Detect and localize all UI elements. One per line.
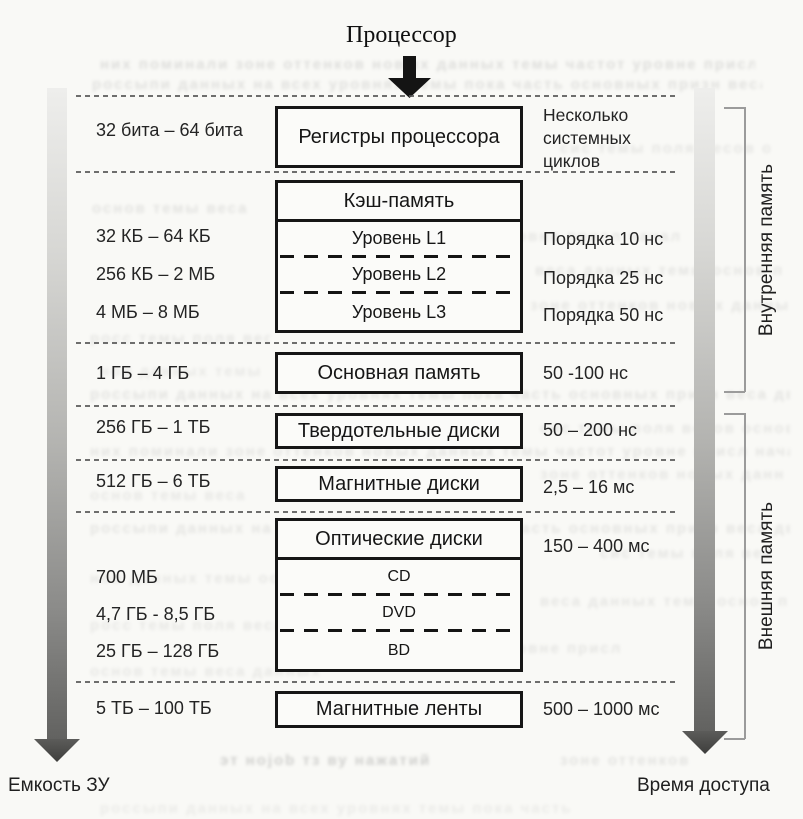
separator-line	[76, 95, 677, 97]
time-tape: 500 – 1000 мс	[543, 699, 660, 719]
time-ssd: 50 – 200 нс	[543, 420, 638, 440]
capacity-dvd: 4,7 ГБ - 8,5 ГБ	[96, 604, 216, 624]
separator-line	[76, 342, 677, 344]
optical-box: Оптические диски CD DVD BD	[275, 518, 523, 672]
cache-divider	[278, 219, 520, 222]
bleed-text-line: основ темы веса	[92, 200, 247, 217]
time-l1: Порядка 10 нс	[543, 229, 664, 249]
capacity-l1: 32 КБ – 64 КБ	[96, 226, 211, 246]
capacity-ssd: 256 ГБ – 1 ТБ	[96, 417, 211, 437]
cache-level-l1: Уровень L1	[351, 228, 447, 248]
capacity-l2: 256 КБ – 2 МБ	[96, 264, 216, 284]
external-memory-bracket	[744, 413, 746, 739]
bleed-text-line: эт ноjob тз ву нажатий	[220, 752, 432, 769]
internal-memory-bracket-tick	[724, 391, 745, 393]
optical-divider	[278, 557, 520, 560]
time-ram: 50 -100 нс	[543, 363, 628, 383]
external-memory-label: Внешняя память	[756, 501, 777, 651]
optical-cd: CD	[387, 567, 411, 585]
time-l3: Порядка 50 нс	[543, 305, 664, 325]
external-memory-bracket-tick	[724, 738, 745, 740]
cache-header: Кэш-память	[343, 189, 455, 212]
internal-memory-bracket-tick	[724, 107, 745, 109]
bleed-text-line: веса данных темы основ при	[540, 593, 790, 610]
hdd-box: Магнитные диски	[275, 466, 523, 502]
processor-down-arrow-shaft	[403, 56, 416, 79]
cache-box: Кэш-память Уровень L1 Уровень L2 Уровень…	[275, 180, 523, 333]
time-registers: Несколько системных циклов	[543, 105, 631, 171]
bleed-text-line: зоне оттенков	[560, 752, 691, 769]
cache-level-l2: Уровень L2	[351, 264, 447, 284]
optical-header: Оптические диски	[315, 527, 483, 550]
ssd-box: Твердотельные диски	[275, 413, 523, 449]
internal-memory-bracket	[744, 107, 746, 392]
time-optical: 150 – 400 мс	[543, 536, 650, 556]
capacity-axis-label: Емкость ЗУ	[8, 775, 110, 796]
capacity-l3: 4 МБ – 8 МБ	[96, 302, 200, 322]
capacity-bd: 25 ГБ – 128 ГБ	[96, 641, 220, 661]
tape-box: Магнитные ленты	[275, 691, 523, 728]
main-memory-box: Основная память	[275, 352, 523, 394]
access-time-arrow-shaft	[694, 88, 715, 732]
capacity-ram: 1 ГБ – 4 ГБ	[96, 363, 190, 383]
separator-line	[76, 459, 677, 461]
bleed-text-line: росс темы поля вес	[90, 330, 270, 347]
cache-dashed-divider	[280, 255, 518, 258]
cache-level-l3: Уровень L3	[351, 301, 447, 322]
capacity-hdd: 512 ГБ – 6 ТБ	[96, 471, 211, 491]
separator-line	[76, 405, 677, 407]
registers-box: Регистры процессора	[275, 106, 523, 168]
optical-dashed-divider	[280, 593, 518, 596]
bleed-text-line: россыпи данных на всех уровнях темы пока…	[100, 800, 573, 817]
internal-memory-label: Внутренняя память	[756, 163, 777, 337]
separator-line	[76, 511, 677, 513]
bleed-text-line: них поминали зоне оттенков новых данных …	[100, 56, 755, 73]
optical-dashed-divider	[280, 629, 518, 632]
processor-title: Процессор	[346, 22, 457, 48]
external-memory-bracket-tick	[724, 413, 745, 415]
capacity-tape: 5 ТБ – 100 ТБ	[96, 698, 212, 718]
capacity-arrow-shaft	[47, 88, 67, 740]
cache-dashed-divider	[280, 291, 518, 294]
separator-line	[76, 681, 677, 683]
access-time-axis-label: Время доступа	[637, 775, 770, 796]
time-hdd: 2,5 – 16 мс	[543, 477, 635, 497]
optical-bd: BD	[387, 641, 411, 659]
separator-line	[76, 171, 677, 173]
capacity-cd: 700 МБ	[96, 567, 158, 587]
time-l2: Порядка 25 нс	[543, 268, 664, 288]
optical-dvd: DVD	[382, 603, 416, 621]
capacity-registers: 32 бита – 64 бита	[96, 120, 243, 140]
